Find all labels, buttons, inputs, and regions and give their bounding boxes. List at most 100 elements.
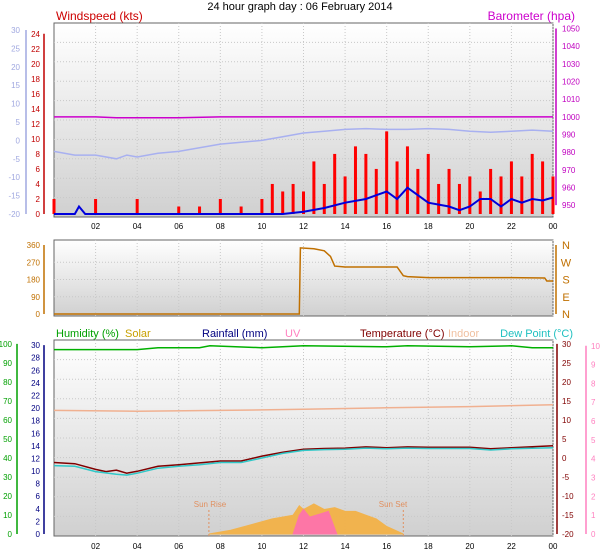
wind-axis-tick-label: 18 — [31, 75, 40, 84]
uv-axis-tick-label: 6 — [591, 417, 596, 426]
wind-axis-tick-label: 4 — [36, 180, 41, 189]
wind-axis-tick-label: 14 — [31, 105, 40, 114]
compass-label: S — [562, 275, 569, 287]
rainfall-axis-tick-label: 2 — [36, 517, 41, 526]
x-tick-label: 16 — [382, 542, 391, 551]
uv-axis-tick-label: 9 — [591, 361, 596, 370]
temp-axis-tick-label: 5 — [16, 118, 21, 127]
x-tick-label: 22 — [507, 542, 516, 551]
wind-axis-tick-label: 2 — [36, 195, 41, 204]
rainfall-axis-tick-label: 20 — [31, 404, 40, 413]
wind-axis-tick-label: 12 — [31, 120, 40, 129]
x-tick-label: 00 — [549, 222, 558, 231]
direction-axis-tick-label: 90 — [31, 293, 40, 302]
temp-axis-tick-label: 30 — [11, 26, 20, 35]
legend-dewpoint: Dew Point (°C) — [500, 328, 573, 340]
baro-axis-tick-label: 1050 — [562, 25, 580, 34]
temperature-axis-tick-label: 10 — [562, 416, 571, 425]
baro-axis-tick-label: 1030 — [562, 60, 580, 69]
legend-uv: UV — [285, 328, 301, 340]
x-tick-label: 14 — [341, 542, 350, 551]
series-line — [53, 445, 554, 474]
compass-label: N — [562, 309, 570, 321]
series-line — [54, 116, 553, 119]
x-tick-label: 08 — [216, 542, 225, 551]
humidity-axis-tick-label: 90 — [3, 359, 12, 368]
wind-axis-tick-label: 22 — [31, 45, 40, 54]
x-tick-label: 18 — [424, 222, 433, 231]
baro-axis-tick-label: 950 — [562, 201, 576, 210]
temp-axis-tick-label: 10 — [11, 100, 20, 109]
wind-axis-tick-label: 6 — [36, 165, 41, 174]
rainfall-axis-tick-label: 30 — [31, 341, 40, 350]
temperature-axis-tick-label: 25 — [562, 359, 571, 368]
x-tick-label: 02 — [91, 542, 100, 551]
x-tick-label: 12 — [299, 542, 308, 551]
rainfall-axis-tick-label: 0 — [36, 530, 41, 539]
x-tick-label: 10 — [257, 222, 266, 231]
wind-axis-tick-label: 8 — [36, 150, 41, 159]
rainfall-axis-tick-label: 24 — [31, 379, 40, 388]
humidity-axis-tick-label: 20 — [3, 492, 12, 501]
baro-axis-tick-label: 1020 — [562, 78, 580, 87]
rainfall-axis-tick-label: 14 — [31, 442, 40, 451]
temp-axis-tick-label: 0 — [16, 136, 21, 145]
legend-rainfall: Rainfall (mm) — [202, 328, 267, 340]
humidity-axis-tick-label: 60 — [3, 416, 12, 425]
humidity-axis-tick-label: 80 — [3, 378, 12, 387]
uv-axis-tick-label: 10 — [591, 342, 600, 351]
x-tick-label: 00 — [549, 542, 558, 551]
baro-axis-tick-label: 1010 — [562, 95, 580, 104]
legend-indoor: Indoor — [448, 328, 480, 340]
temperature-axis-tick-label: -5 — [562, 473, 570, 482]
sunrise-label: Sun Rise — [194, 500, 227, 509]
wind-axis-tick-label: 24 — [31, 30, 40, 39]
x-tick-label: 06 — [174, 542, 183, 551]
direction-line — [54, 247, 553, 315]
chart-title: 24 hour graph day : 06 February 2014 — [207, 1, 392, 13]
baro-axis-tick-label: 970 — [562, 166, 576, 175]
humidity-axis-tick-label: 0 — [8, 530, 13, 539]
x-tick-label: 04 — [133, 542, 142, 551]
baro-axis-tick-label: 1040 — [562, 42, 580, 51]
legend-solar: Solar — [125, 328, 151, 340]
direction-axis-tick-label: 270 — [27, 258, 41, 267]
legend-windspeed: Windspeed (kts) — [56, 9, 143, 23]
temperature-axis-tick-label: 20 — [562, 378, 571, 387]
rainfall-axis-tick-label: 6 — [36, 492, 41, 501]
series-line — [53, 403, 554, 412]
x-tick-label: 08 — [216, 222, 225, 231]
uv-axis-tick-label: 5 — [591, 436, 596, 445]
rainfall-axis-tick-label: 18 — [31, 417, 40, 426]
uv-axis-tick-label: 1 — [591, 511, 596, 520]
x-tick-label: 06 — [174, 222, 183, 231]
rainfall-axis-tick-label: 22 — [31, 392, 40, 401]
temp-axis-tick-label: -5 — [13, 155, 21, 164]
temperature-axis-tick-label: -10 — [562, 492, 574, 501]
baro-axis-tick-label: 960 — [562, 184, 576, 193]
x-tick-label: 20 — [465, 222, 474, 231]
humidity-axis-tick-label: 30 — [3, 473, 12, 482]
direction-axis-tick-label: 360 — [27, 241, 41, 250]
temp-axis-tick-label: -20 — [8, 210, 20, 219]
sunset-label: Sun Set — [379, 500, 408, 509]
temperature-axis-tick-label: -20 — [562, 530, 574, 539]
uv-axis-tick-label: 7 — [591, 398, 596, 407]
x-tick-label: 22 — [507, 222, 516, 231]
temperature-axis-tick-label: 15 — [562, 397, 571, 406]
series-line — [53, 446, 554, 476]
wind-axis-tick-label: 0 — [36, 210, 41, 219]
humidity-axis-tick-label: 40 — [3, 454, 12, 463]
temp-axis-tick-label: -15 — [8, 192, 20, 201]
direction-axis-tick-label: 180 — [27, 276, 41, 285]
temperature-axis-tick-label: 0 — [562, 454, 567, 463]
legend-humidity: Humidity (%) — [56, 328, 119, 340]
x-tick-label: 14 — [341, 222, 350, 231]
temperature-axis-tick-label: 30 — [562, 340, 571, 349]
legend-barometer: Barometer (hpa) — [488, 9, 575, 23]
uv-axis-tick-label: 0 — [591, 530, 596, 539]
uv-axis-tick-label: 3 — [591, 474, 596, 483]
temperature-axis-tick-label: 5 — [562, 435, 567, 444]
rainfall-axis-tick-label: 28 — [31, 354, 40, 363]
rainfall-axis-tick-label: 4 — [36, 505, 41, 514]
